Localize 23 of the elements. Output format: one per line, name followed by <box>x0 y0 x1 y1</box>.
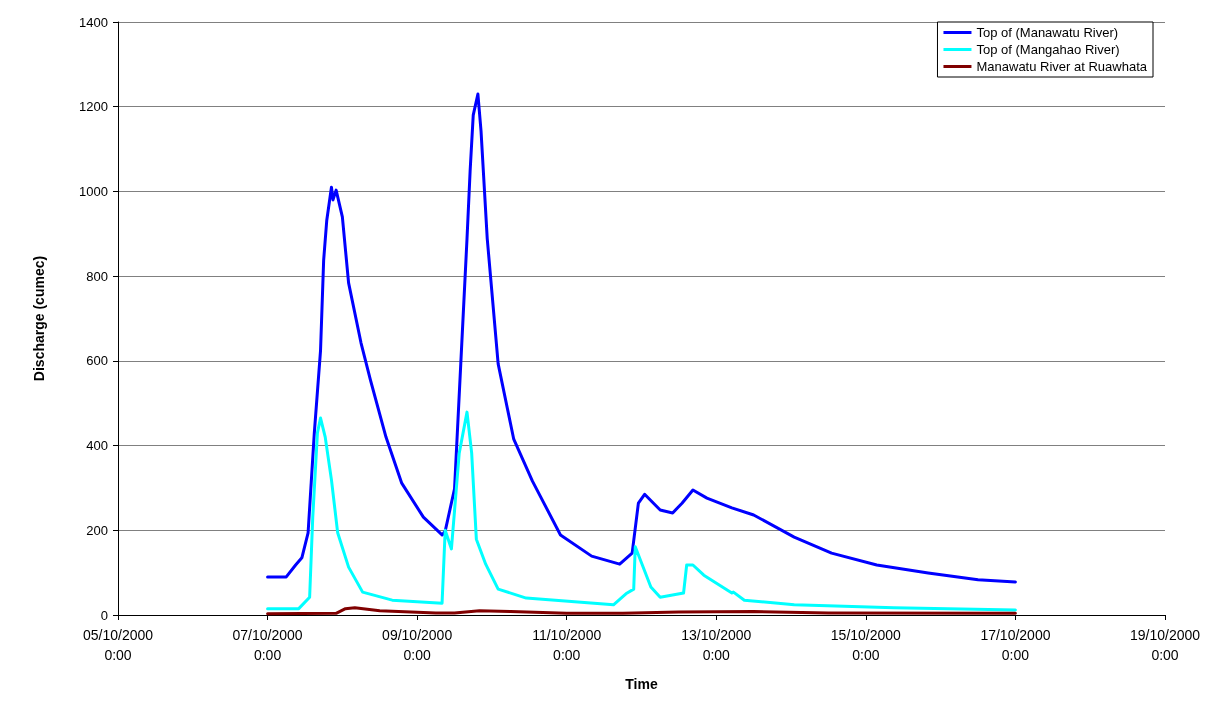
x-tick-label: 15/10/2000 0:00 <box>830 627 902 663</box>
x-tick-label: 11/10/2000 0:00 <box>532 627 602 663</box>
y-tick-label: 400 <box>86 438 108 454</box>
y-axis-title: Discharge (cumec) <box>31 255 47 382</box>
x-axis-title: Time <box>625 676 658 692</box>
line-series <box>266 410 1017 612</box>
y-tick-label: 600 <box>86 353 108 369</box>
x-tick-label: 09/10/2000 0:00 <box>382 627 453 663</box>
x-tick-label: 19/10/2000 0:00 <box>1129 627 1201 663</box>
y-tick-label: 0 <box>100 607 108 623</box>
legend-label: Top of (Manawatu River) <box>976 25 1119 40</box>
legend-label: Top of (Mangahao River) <box>976 42 1120 57</box>
y-tick-label: 1000 <box>79 183 108 199</box>
y-tick-label: 800 <box>86 268 108 284</box>
y-tick-label: 1200 <box>79 99 108 115</box>
x-tick-label: 17/10/2000 0:00 <box>980 627 1051 663</box>
y-tick-label: 1400 <box>79 14 108 30</box>
line-series <box>266 92 1017 584</box>
x-tick-label: 05/10/2000 0:00 <box>82 627 154 663</box>
legend-label: Manawatu River at Ruawhata <box>976 59 1148 74</box>
x-tick-label: 13/10/2000 0:00 <box>681 627 752 663</box>
y-tick-label: 200 <box>86 522 108 538</box>
x-tick-label: 07/10/2000 0:00 <box>232 627 303 663</box>
